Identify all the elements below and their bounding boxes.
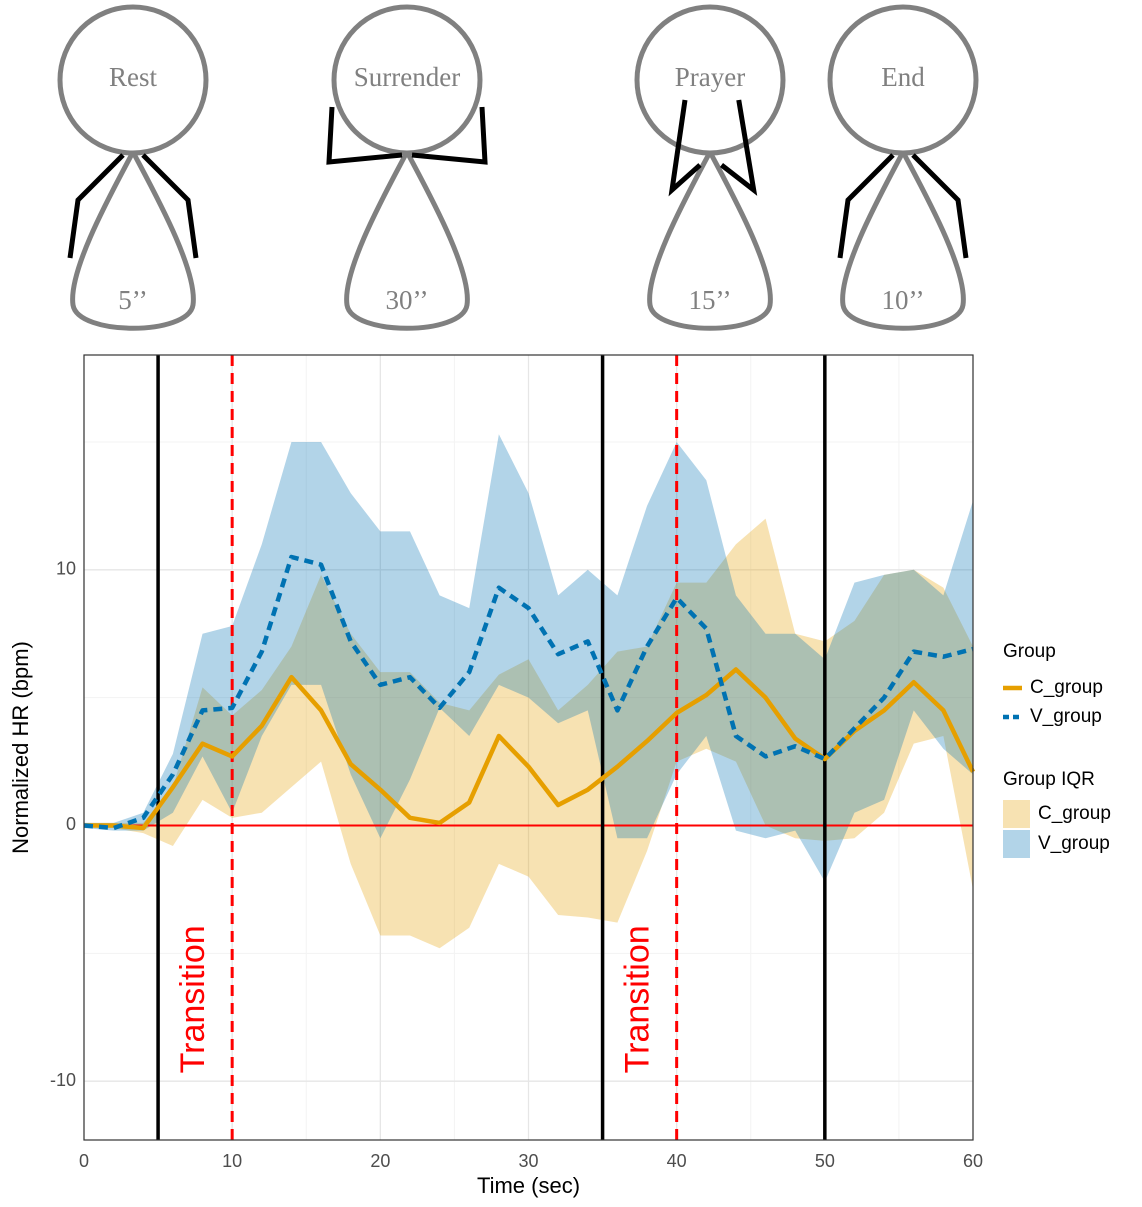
pose-arm [719,99,758,196]
legend-label: C_group [1030,677,1103,698]
pose-arm [411,106,488,165]
pose-head [57,4,209,156]
legend-label: V_group [1030,706,1102,727]
annotation: Transition [619,925,657,1073]
pose-body [70,146,196,331]
pose-duration: 15’’ [689,285,732,315]
y-tick-label: 0 [66,814,76,834]
legend-swatch [1003,800,1030,828]
pose-head [634,4,786,156]
pose-arm [67,153,125,259]
x-tick-label: 20 [370,1151,390,1171]
iqr-band [84,434,973,882]
x-tick-label: 30 [518,1151,538,1171]
legend-label: C_group [1038,803,1111,824]
pose-label: End [881,62,925,92]
series-line [84,667,976,831]
pose-duration: 5’’ [118,285,147,315]
x-tick-label: 50 [815,1151,835,1171]
pose-body [344,146,470,331]
pose-body [647,146,773,331]
pose-arm [837,153,895,259]
y-axis-label: Normalized HR (bpm) [8,641,33,854]
pose-arm [326,106,403,165]
pose-arm [911,153,969,259]
pose-arm [141,153,199,259]
legend-title: Group [1003,641,1056,662]
x-tick-label: 0 [79,1151,89,1171]
pose-body [840,146,966,331]
legend-label: V_group [1038,833,1110,854]
pose-duration: 10’’ [882,285,925,315]
pose-label: Rest [109,62,158,92]
series-line [83,554,974,831]
x-tick-label: 40 [667,1151,687,1171]
iqr-band [84,518,973,949]
pose-arm [668,99,702,197]
x-tick-label: 10 [222,1151,242,1171]
annotation: Transition [174,925,212,1073]
y-tick-label: -10 [50,1070,76,1090]
x-tick-label: 60 [963,1151,983,1171]
pose-label: Prayer [675,62,745,92]
pose-head [331,4,483,156]
legend-title: Group IQR [1003,769,1095,790]
plot-frame [83,354,974,1141]
y-tick-label: 10 [56,559,76,579]
x-axis-label: Time (sec) [477,1173,580,1198]
pose-head [827,4,979,156]
legend-swatch [1003,830,1030,858]
pose-duration: 30’’ [386,285,429,315]
pose-label: Surrender [354,62,460,92]
